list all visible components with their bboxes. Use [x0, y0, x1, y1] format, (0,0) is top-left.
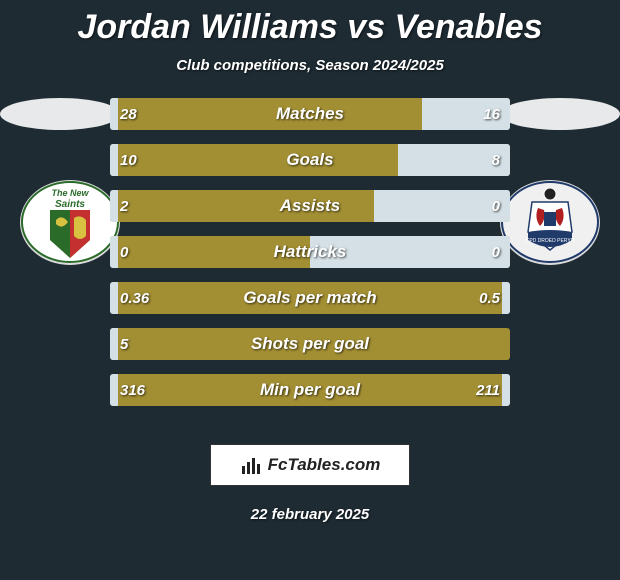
- stat-fill-left: [110, 236, 118, 268]
- stat-fill-left: [110, 282, 118, 314]
- stat-bars: Matches2816 Goals108 Assists20 Hattricks00 G…: [110, 98, 510, 420]
- svg-text:The New: The New: [51, 188, 89, 198]
- comparison-area: The New Saints CPD DROED PERYN Matches28…: [0, 98, 620, 428]
- stat-fill-right: [502, 282, 510, 314]
- page-title: Jordan Williams vs Venables: [0, 0, 620, 47]
- stat-row: Hattricks00: [110, 236, 510, 268]
- player-left-photo-placeholder: [0, 98, 120, 130]
- stat-row: Assists20: [110, 190, 510, 222]
- svg-text:CPD DROED PERYN: CPD DROED PERYN: [526, 238, 575, 244]
- brand-logo: FcTables.com: [210, 444, 410, 486]
- brand-text: FcTables.com: [268, 455, 381, 475]
- club-crest-left: The New Saints: [20, 180, 120, 265]
- club-crest-right: CPD DROED PERYN: [500, 180, 600, 265]
- stat-fill-left: [110, 144, 118, 176]
- stat-row: Min per goal316211: [110, 374, 510, 406]
- stat-fill-right: [310, 236, 510, 268]
- stat-fill-left: [110, 98, 118, 130]
- footer-date: 22 february 2025: [0, 506, 620, 523]
- chart-icon: [240, 454, 262, 476]
- stat-fill-left: [110, 374, 118, 406]
- stat-row: Shots per goal5: [110, 328, 510, 360]
- page-subtitle: Club competitions, Season 2024/2025: [0, 57, 620, 74]
- stat-fill-left: [110, 328, 118, 360]
- stat-fill-left: [110, 190, 118, 222]
- stat-row: Goals per match0.360.5: [110, 282, 510, 314]
- stat-fill-right: [422, 98, 510, 130]
- stat-fill-right: [374, 190, 510, 222]
- stat-fill-right: [502, 374, 510, 406]
- stat-fill-right: [398, 144, 510, 176]
- stat-row: Goals108: [110, 144, 510, 176]
- svg-text:Saints: Saints: [55, 199, 85, 210]
- player-right-photo-placeholder: [500, 98, 620, 130]
- stat-row: Matches2816: [110, 98, 510, 130]
